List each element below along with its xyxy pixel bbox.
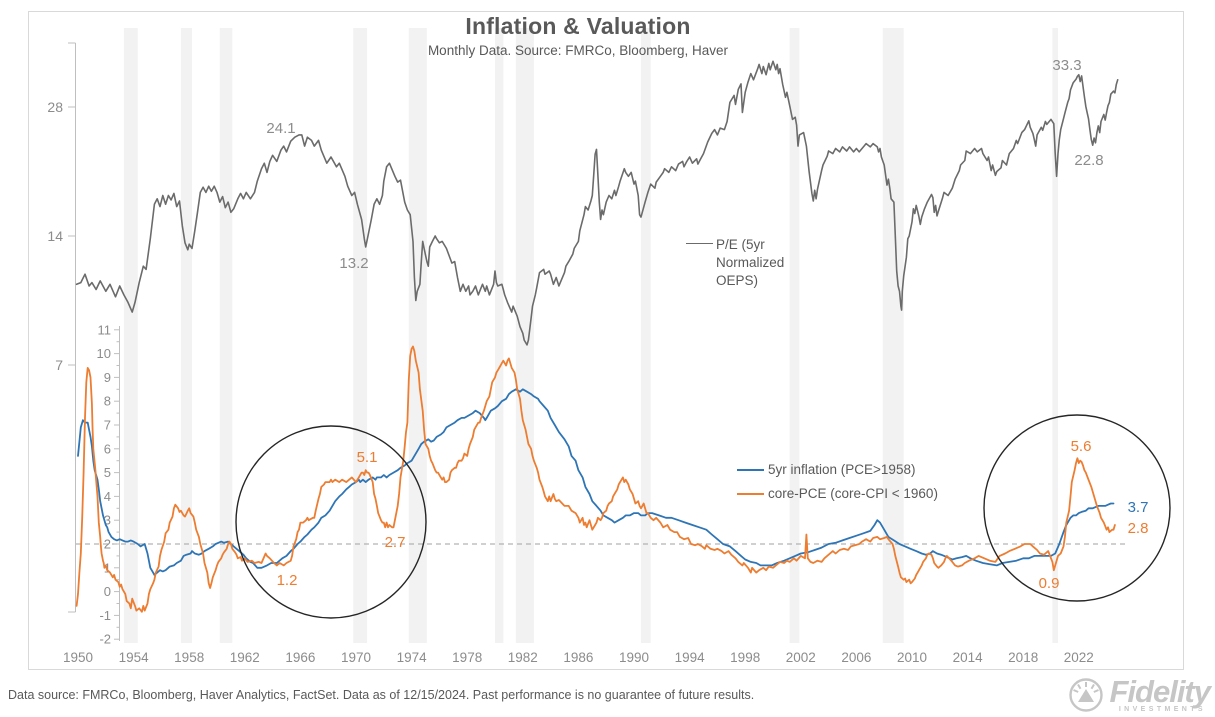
annotation-0.9: 0.9 <box>1039 575 1060 592</box>
legend-pe-label: P/E (5yr Normalized OEPS) <box>716 237 785 288</box>
recession-band <box>789 28 800 643</box>
x-axis-year-label: 1994 <box>675 650 706 665</box>
x-axis-year-label: 2010 <box>897 650 927 665</box>
x-axis-year-label: 1990 <box>619 650 649 665</box>
annotation-1.2: 1.2 <box>277 572 298 589</box>
annotation-22.8: 22.8 <box>1074 152 1103 169</box>
x-axis-year-label: 1958 <box>174 650 204 665</box>
legend-row-core-pce: core-PCE (core-CPI < 1960) <box>737 485 938 509</box>
annotation-33.3: 33.3 <box>1052 57 1081 74</box>
x-axis-year-label: 1982 <box>508 650 538 665</box>
pe-line-swatch-icon <box>686 243 713 244</box>
legend-inflation: 5yr inflation (PCE>1958) core-PCE (core-… <box>737 461 938 509</box>
fidelity-logo: Fidelity INVESTMENTS <box>1068 673 1211 713</box>
x-axis-year-label: 2006 <box>841 650 871 665</box>
inflation-axis-tick-label: 5 <box>104 465 111 480</box>
pe-axis-tick-label: 7 <box>55 357 63 373</box>
x-axis-year-label: 1954 <box>119 650 150 665</box>
annotation-5.6: 5.6 <box>1071 438 1092 455</box>
fidelity-pyramid-icon <box>1069 678 1104 712</box>
recession-band <box>219 28 233 643</box>
inflation-axis-tick-label: 4 <box>104 489 111 504</box>
series-line-5yr-inflation <box>77 388 1115 576</box>
x-axis-year-label: 1966 <box>285 650 315 665</box>
inflation-axis-tick-label: -2 <box>99 632 111 647</box>
x-axis-year-label: 2022 <box>1064 650 1094 665</box>
x-axis-year-label: 1970 <box>341 650 371 665</box>
inflation-axis-tick-label: -1 <box>99 608 111 623</box>
x-axis-year-label: 1974 <box>397 650 428 665</box>
recession-band <box>1052 28 1058 643</box>
annotation-5.1: 5.1 <box>357 449 378 466</box>
recession-band <box>123 28 138 643</box>
legend-core-pce-label: core-PCE (core-CPI < 1960) <box>768 486 938 501</box>
inflation-axis-tick-label: 6 <box>104 441 111 456</box>
x-axis-year-label: 1998 <box>730 650 760 665</box>
x-axis-year-label: 1986 <box>563 650 593 665</box>
fidelity-logo-text: Fidelity INVESTMENTS <box>1109 673 1211 713</box>
recession-band <box>515 28 534 643</box>
inflation-axis-tick-label: 3 <box>104 513 111 528</box>
pe-axis-tick-label: 28 <box>47 99 63 115</box>
recession-band <box>882 28 904 643</box>
recession-band <box>180 28 192 643</box>
recession-band <box>408 28 427 643</box>
annotation-2.8: 2.8 <box>1128 520 1149 537</box>
recession-band <box>640 28 651 643</box>
highlight-circle <box>235 425 427 619</box>
inflation-line-swatch-icon <box>737 469 764 471</box>
inflation-axis-tick-label: 11 <box>98 322 112 337</box>
inflation-axis-tick-label: 10 <box>97 346 111 361</box>
inflation-axis-tick-label: 9 <box>104 370 111 385</box>
annotation-2.7: 2.7 <box>385 534 406 551</box>
inflation-axis-tick-label: 8 <box>104 394 111 409</box>
inflation-axis-tick-label: 0 <box>104 584 111 599</box>
recession-band <box>495 28 504 643</box>
series-line-core-pce <box>75 345 1116 613</box>
x-axis-year-label: 1950 <box>63 650 93 665</box>
series-line-pe <box>75 60 1119 346</box>
inflation-axis-tick-label: 7 <box>104 418 111 433</box>
pe-axis-tick-label: 14 <box>47 228 63 244</box>
core-pce-line-swatch-icon <box>737 493 764 495</box>
chart-frame <box>28 11 1184 670</box>
legend-5yr-inflation-label: 5yr inflation (PCE>1958) <box>768 462 916 477</box>
x-axis-year-label: 1978 <box>452 650 482 665</box>
inflation-axis-tick-label: 2 <box>104 537 111 552</box>
x-axis-year-label: 2018 <box>1008 650 1038 665</box>
x-axis-year-label: 2002 <box>786 650 816 665</box>
recession-band <box>353 28 368 643</box>
fidelity-investments-label: INVESTMENTS <box>1118 705 1206 713</box>
annotation-24.1: 24.1 <box>266 120 295 137</box>
legend-pe: P/E (5yr Normalized OEPS) <box>686 236 800 290</box>
annotation-3.7: 3.7 <box>1128 499 1149 516</box>
highlight-circle <box>983 414 1171 602</box>
x-axis-year-label: 2014 <box>953 650 984 665</box>
legend-row-5yr-inflation: 5yr inflation (PCE>1958) <box>737 461 938 485</box>
fidelity-wordmark: Fidelity <box>1109 673 1211 709</box>
footer-disclaimer: Data source: FMRCo, Bloomberg, Haver Ana… <box>8 688 755 702</box>
annotation-13.2: 13.2 <box>339 255 368 272</box>
x-axis-year-label: 1962 <box>230 650 260 665</box>
